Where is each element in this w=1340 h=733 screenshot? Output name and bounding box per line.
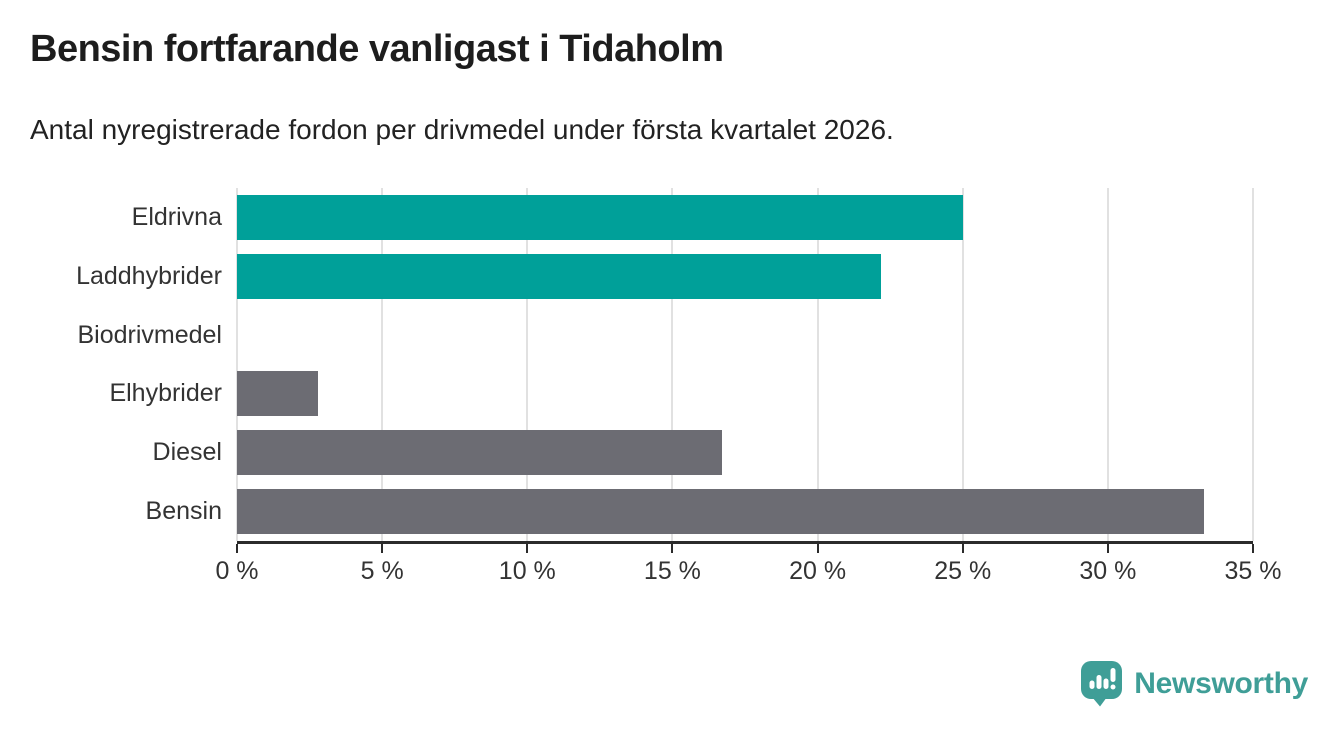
category-label-biodrivmedel: Biodrivmedel <box>77 320 222 349</box>
category-label-elhybrider: Elhybrider <box>109 379 222 408</box>
bar-row-laddhybrider <box>237 247 1253 306</box>
bar-elhybrider <box>237 371 319 417</box>
bar-row-eldrivna <box>237 188 1253 247</box>
bar-row-elhybrider <box>237 364 1253 423</box>
x-axis-tick-label-35: 35 % <box>1224 557 1282 585</box>
x-axis-tick-label-20: 20 % <box>789 557 847 585</box>
bar-diesel <box>237 430 722 476</box>
x-axis-tick-30 <box>1106 544 1109 553</box>
chart-title: Bensin fortfarande vanligast i Tidaholm <box>30 28 724 70</box>
gridline-5 <box>381 188 384 541</box>
newsworthy-logo: Newsworthy <box>1080 660 1308 707</box>
bar-row-diesel <box>237 423 1253 482</box>
bar-row-biodrivmedel <box>237 306 1253 365</box>
category-label-laddhybrider: Laddhybrider <box>76 261 222 290</box>
bar-bensin <box>237 489 1204 535</box>
x-axis-tick-label-25: 25 % <box>934 557 992 585</box>
chart-subtitle: Antal nyregistrerade fordon per drivmede… <box>30 114 894 145</box>
bar-chart-plot-area <box>236 188 1254 544</box>
category-label-diesel: Diesel <box>152 438 222 467</box>
gridline-35 <box>1252 188 1254 541</box>
x-axis-tick-10 <box>526 544 529 553</box>
x-axis-tick-25 <box>961 544 964 553</box>
x-axis-tick-20 <box>816 544 819 553</box>
x-axis-tick-label-5: 5 % <box>360 557 404 585</box>
gridline-30 <box>1106 188 1109 541</box>
bar-laddhybrider <box>237 253 882 299</box>
category-axis-labels: Eldrivna Laddhybrider Biodrivmedel Elhybrid… <box>0 188 222 541</box>
x-axis-tick-35 <box>1252 544 1254 553</box>
newsworthy-wordmark: Newsworthy <box>1134 666 1308 700</box>
gridline-20 <box>816 188 819 541</box>
bar-rows <box>237 188 1253 541</box>
gridline-25 <box>961 188 964 541</box>
category-label-eldrivna: Eldrivna <box>131 202 222 231</box>
x-axis-tick-0 <box>236 544 238 553</box>
x-axis-tick-15 <box>671 544 674 553</box>
bar-eldrivna <box>237 194 963 240</box>
gridline-10 <box>526 188 529 541</box>
category-label-bensin: Bensin <box>145 497 222 526</box>
bar-row-bensin <box>237 482 1253 541</box>
x-axis-tick-5 <box>381 544 384 553</box>
x-axis-tick-label-15: 15 % <box>643 557 701 585</box>
x-axis: 0 % 5 % 10 % 15 % 20 % 25 % 30 % 35 % <box>215 544 1281 594</box>
x-axis-tick-label-10: 10 % <box>498 557 556 585</box>
gridline-0 <box>236 188 238 541</box>
gridline-15 <box>671 188 674 541</box>
newsworthy-icon <box>1081 661 1123 707</box>
x-axis-tick-label-0: 0 % <box>215 557 259 585</box>
x-axis-tick-label-30: 30 % <box>1079 557 1137 585</box>
